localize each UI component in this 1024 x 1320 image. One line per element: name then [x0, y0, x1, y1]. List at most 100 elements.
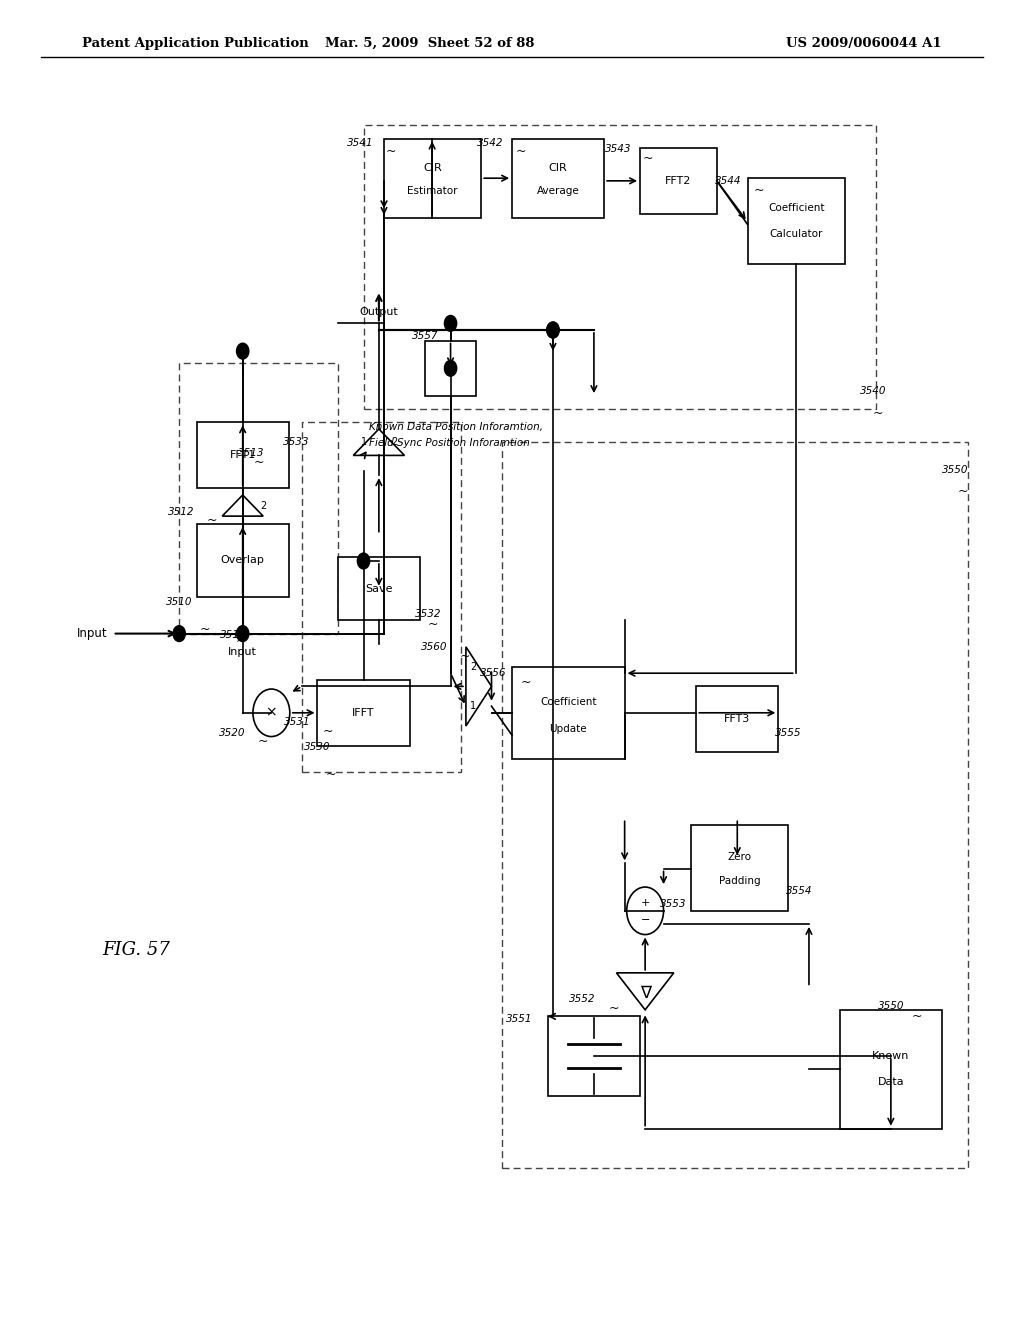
Text: Known Data Position Inforamtion,: Known Data Position Inforamtion, [369, 422, 543, 433]
Text: 1: 1 [360, 437, 367, 447]
Circle shape [237, 343, 249, 359]
FancyBboxPatch shape [425, 341, 476, 396]
Text: 3543: 3543 [605, 144, 632, 154]
Text: 3550: 3550 [878, 1001, 904, 1011]
Text: 3510: 3510 [166, 597, 193, 607]
Text: 3520: 3520 [219, 727, 246, 738]
Circle shape [237, 626, 249, 642]
Text: Zero: Zero [728, 853, 752, 862]
Text: 2: 2 [470, 661, 476, 672]
Text: Padding: Padding [719, 876, 761, 886]
Text: ~: ~ [254, 455, 264, 469]
Text: Coefficient: Coefficient [768, 203, 824, 213]
Text: FFT3: FFT3 [724, 714, 751, 725]
Text: Data: Data [878, 1077, 904, 1088]
FancyBboxPatch shape [548, 1016, 640, 1096]
Text: 2: 2 [391, 437, 397, 447]
Text: ~: ~ [608, 1002, 618, 1015]
Text: 3555: 3555 [775, 727, 802, 738]
Text: ~: ~ [323, 725, 333, 738]
Text: Field Sync Position Inforamtion: Field Sync Position Inforamtion [369, 438, 529, 449]
Text: Average: Average [537, 186, 580, 197]
Text: 2: 2 [260, 500, 266, 511]
Text: Known: Known [872, 1051, 909, 1061]
Text: Input: Input [77, 627, 108, 640]
FancyBboxPatch shape [748, 178, 845, 264]
FancyBboxPatch shape [512, 667, 625, 759]
Text: Patent Application Publication: Patent Application Publication [82, 37, 308, 50]
Text: 3553: 3553 [660, 899, 687, 909]
Text: 3560: 3560 [421, 642, 447, 652]
Text: Estimator: Estimator [408, 186, 458, 197]
Circle shape [547, 322, 559, 338]
Text: Mar. 5, 2009  Sheet 52 of 88: Mar. 5, 2009 Sheet 52 of 88 [326, 37, 535, 50]
Circle shape [444, 360, 457, 376]
Text: ~: ~ [258, 735, 268, 748]
Text: ~: ~ [326, 768, 336, 781]
Text: 3533: 3533 [283, 437, 309, 447]
FancyBboxPatch shape [691, 825, 788, 911]
Text: +: + [640, 898, 650, 908]
Text: 3551: 3551 [506, 1014, 532, 1024]
Circle shape [547, 322, 559, 338]
Text: ~: ~ [200, 623, 210, 636]
Text: −: − [640, 915, 650, 925]
Text: ∇: ∇ [640, 983, 650, 1002]
Text: Overlap: Overlap [221, 556, 264, 565]
FancyBboxPatch shape [512, 139, 604, 218]
Text: 3532: 3532 [415, 609, 441, 619]
Text: Coefficient: Coefficient [540, 697, 597, 708]
Text: 3544: 3544 [715, 176, 741, 186]
Text: 3550: 3550 [942, 465, 969, 475]
Text: ×: × [265, 706, 278, 719]
Text: ~: ~ [911, 1010, 922, 1023]
FancyBboxPatch shape [384, 139, 481, 218]
Text: ~: ~ [428, 618, 438, 631]
FancyBboxPatch shape [640, 148, 717, 214]
Text: ~: ~ [236, 635, 246, 648]
Text: CIR: CIR [549, 162, 567, 173]
Text: 3540: 3540 [860, 385, 887, 396]
Text: ~: ~ [643, 152, 653, 165]
Text: 3556: 3556 [480, 668, 507, 678]
Text: Input: Input [228, 647, 257, 657]
FancyBboxPatch shape [197, 422, 289, 488]
FancyBboxPatch shape [840, 1010, 942, 1129]
Circle shape [357, 553, 370, 569]
Text: IFFT: IFFT [352, 708, 375, 718]
Text: ~: ~ [207, 513, 217, 527]
Text: US 2009/0060044 A1: US 2009/0060044 A1 [786, 37, 942, 50]
Text: FIG. 57: FIG. 57 [102, 941, 170, 960]
Text: ~: ~ [520, 676, 530, 689]
Text: ~: ~ [386, 145, 396, 158]
Text: 3557: 3557 [412, 330, 438, 341]
Text: ~: ~ [872, 407, 883, 420]
Text: ~: ~ [516, 145, 526, 158]
Text: 1: 1 [470, 701, 476, 711]
Circle shape [173, 626, 185, 642]
FancyBboxPatch shape [317, 680, 410, 746]
Text: ~: ~ [957, 484, 968, 498]
Text: 3513: 3513 [238, 447, 264, 458]
Text: 3512: 3512 [168, 507, 195, 517]
Text: Save: Save [366, 583, 392, 594]
Text: CIR: CIR [423, 162, 442, 173]
Text: ~: ~ [754, 183, 764, 197]
FancyBboxPatch shape [338, 557, 420, 620]
Text: 3552: 3552 [569, 994, 596, 1005]
Text: FFT1: FFT1 [229, 450, 256, 461]
Text: 3530: 3530 [304, 742, 331, 752]
Text: 3531: 3531 [284, 717, 310, 727]
Text: 3554: 3554 [786, 886, 813, 896]
Text: Update: Update [550, 723, 587, 734]
FancyBboxPatch shape [696, 686, 778, 752]
Text: 3511: 3511 [220, 630, 247, 640]
Circle shape [444, 315, 457, 331]
FancyBboxPatch shape [197, 524, 289, 597]
Text: Output: Output [359, 306, 398, 317]
Text: Calculator: Calculator [769, 230, 823, 239]
Text: D: D [445, 362, 456, 375]
Text: FFT2: FFT2 [666, 176, 691, 186]
Text: 3541: 3541 [347, 137, 374, 148]
Text: 3542: 3542 [477, 137, 504, 148]
